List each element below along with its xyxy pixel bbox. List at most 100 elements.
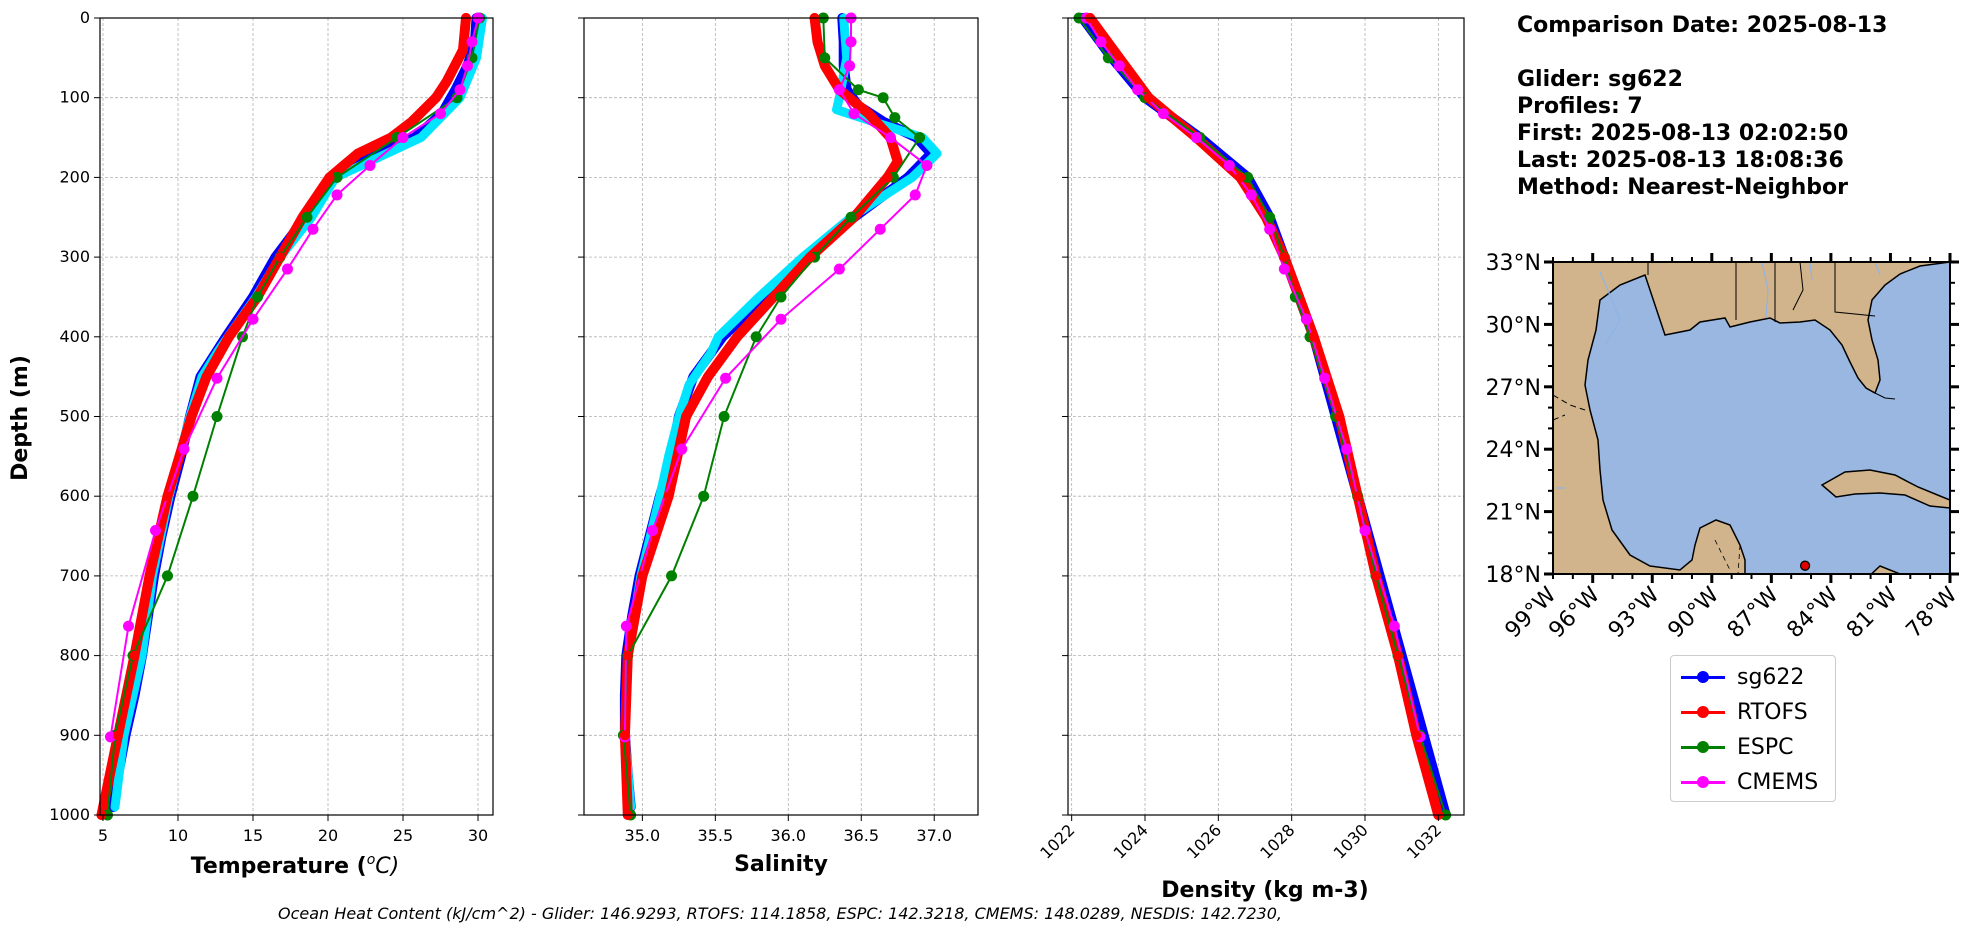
data-point-rtofs	[805, 252, 816, 263]
x-tick-label: 35.0	[625, 826, 661, 845]
data-point-cmems	[1223, 159, 1235, 171]
data-point-cmems	[331, 189, 343, 201]
data-point-cmems	[833, 263, 845, 275]
data-point-cmems	[1341, 443, 1353, 455]
data-point-rtofs	[129, 650, 140, 661]
data-point-cmems	[775, 313, 787, 325]
profile-count: Profiles: 7	[1517, 94, 1643, 119]
data-point-espc	[1264, 211, 1276, 223]
series-line-cmems	[1085, 17, 1421, 738]
data-point-espc	[750, 331, 762, 343]
data-point-cmems	[848, 108, 860, 120]
yucatan-interior	[1714, 539, 1741, 574]
x-tick-label: 25	[393, 826, 413, 845]
data-point-cmems	[123, 620, 134, 632]
data-point-rtofs	[882, 172, 893, 183]
state-borders	[1647, 262, 1876, 322]
data-point-espc	[331, 171, 343, 183]
map-lat-label: 18°N	[1486, 563, 1541, 588]
data-point-cmems	[1157, 108, 1169, 120]
y-tick-label: 700	[59, 566, 90, 585]
salinity-x-axis-label: Salinity	[734, 852, 828, 877]
data-point-cmems	[307, 223, 319, 235]
data-point-cmems	[211, 372, 223, 384]
legend-item-espc: ESPC	[1681, 732, 1794, 762]
data-point-rtofs	[1352, 491, 1363, 502]
y-tick-label: 1000	[49, 805, 90, 824]
data-point-espc	[301, 211, 313, 223]
legend-swatch	[1681, 670, 1725, 683]
legend-item-sg622: sg622	[1681, 662, 1804, 692]
y-tick-label: 200	[59, 167, 90, 186]
map-longitude-labels: 99°W96°W93°W90°W87°W84°W81°W78°W	[1501, 582, 1963, 643]
mexico-border	[1553, 394, 1586, 421]
x-tick-label: 1026	[1183, 820, 1225, 862]
data-point-espc	[877, 92, 889, 104]
gulf-water	[1584, 262, 1950, 574]
data-point-espc	[775, 291, 787, 303]
data-point-cmems	[462, 60, 473, 72]
legend-item-rtofs: RTOFS	[1681, 697, 1808, 727]
data-point-cmems	[676, 443, 688, 455]
data-point-cmems	[1113, 60, 1125, 72]
density-panel: 1022 1024 1026 1028 1030 1032	[1036, 12, 1465, 863]
data-point-cmems	[909, 189, 921, 201]
legend-label: ESPC	[1737, 734, 1794, 760]
data-point-cmems	[844, 60, 856, 72]
data-point-cmems	[454, 84, 466, 96]
x-tick-label: 35.5	[698, 826, 734, 845]
data-point-espc	[666, 570, 678, 582]
x-tick-label: 1032	[1403, 820, 1445, 862]
legend-swatch	[1681, 705, 1725, 718]
series-line-cyan-envelope	[110, 13, 487, 812]
map-lat-label: 27°N	[1486, 376, 1541, 401]
data-point-rtofs	[1393, 650, 1403, 661]
y-axis-label: Depth (m)	[8, 355, 33, 481]
map-lon-label: 78°W	[1902, 582, 1963, 643]
data-point-espc	[187, 490, 199, 502]
data-point-cmems	[833, 84, 845, 96]
data-point-espc	[162, 570, 173, 582]
legend-label: sg622	[1737, 664, 1805, 690]
data-point-rtofs	[1235, 172, 1246, 183]
data-point-rtofs	[431, 92, 441, 103]
data-point-cmems	[1264, 223, 1276, 235]
data-point-espc	[914, 132, 926, 144]
data-point-cmems	[1300, 313, 1312, 325]
map-lat-label: 24°N	[1486, 438, 1541, 463]
series-line-cmems	[109, 17, 479, 738]
y-tick-label: 0	[80, 8, 90, 27]
y-tick-label: 900	[59, 725, 90, 744]
map-lon-label: 90°W	[1663, 582, 1724, 643]
data-point-rtofs	[1411, 730, 1422, 741]
data-point-cmems	[620, 620, 632, 632]
map-lon-label: 93°W	[1604, 582, 1665, 643]
x-tick-label: 5	[98, 826, 108, 845]
glider-position-marker	[1799, 560, 1811, 571]
data-point-cmems	[1245, 189, 1257, 201]
glider-name: Glider: sg622	[1517, 67, 1683, 92]
data-point-cmems	[1359, 524, 1371, 536]
x-tick-label: 1022	[1036, 820, 1078, 862]
legend-label: RTOFS	[1737, 699, 1808, 725]
data-point-espc	[852, 84, 864, 96]
data-point-rtofs	[224, 331, 234, 342]
map-lon-label: 87°W	[1723, 582, 1784, 643]
y-tick-label: 400	[59, 327, 90, 346]
data-point-cmems	[178, 443, 190, 455]
x-tick-label: 15	[243, 826, 263, 845]
data-point-rtofs	[1143, 92, 1154, 103]
data-point-espc	[889, 112, 901, 124]
x-tick-label: 1028	[1256, 820, 1298, 862]
y-tick-label: 300	[59, 247, 90, 266]
x-tick-label: 37.0	[916, 826, 952, 845]
data-point-cmems	[1388, 620, 1400, 632]
info-panel: Comparison Date: 2025-08-13 Glider: sg62…	[1517, 12, 1887, 201]
x-tick-label: 20	[318, 826, 338, 845]
method: Method: Nearest-Neighbor	[1517, 175, 1848, 200]
last-profile-time: Last: 2025-08-13 18:08:36	[1517, 148, 1844, 173]
map-lat-label: 21°N	[1486, 501, 1541, 526]
data-point-rtofs	[113, 730, 123, 741]
map-ticks	[1544, 253, 1959, 583]
